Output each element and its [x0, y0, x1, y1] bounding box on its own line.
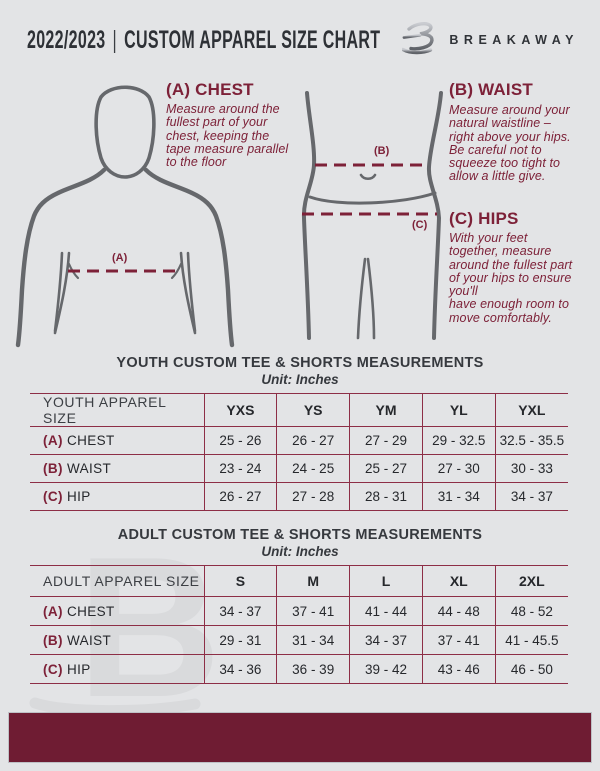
row-label-chest: (A) CHEST — [30, 596, 204, 626]
youth-size-col: YL — [421, 393, 496, 427]
cell: 48 - 52 — [494, 596, 568, 626]
title-divider: | — [112, 26, 118, 54]
page-title: 2022/2023 | CUSTOM APPAREL SIZE CHART — [27, 26, 380, 55]
cell: 31 - 34 — [421, 482, 496, 511]
brand-name: BREAKAWAY — [449, 32, 579, 47]
youth-size-col: YXL — [494, 393, 568, 427]
brand-logo: BREAKAWAY — [402, 20, 579, 56]
cell: 41 - 44 — [349, 596, 423, 626]
adult-size-table: ADULT APPAREL SIZE S M L XL 2XL (A) CHEST… — [30, 565, 568, 684]
cell: 25 - 26 — [203, 426, 277, 455]
row-label-waist: (B) WAIST — [30, 454, 204, 483]
chest-instructions: Measure around the fullest part of your … — [166, 102, 289, 169]
row-name: CHEST — [66, 433, 115, 448]
cell: 24 - 25 — [276, 454, 350, 483]
table-row: (B) WAIST 23 - 24 24 - 25 25 - 27 27 - 30… — [30, 454, 568, 483]
row-prefix: (A) — [43, 433, 63, 448]
row-name: HIP — [66, 661, 91, 677]
row-prefix: (C) — [43, 489, 63, 504]
cell: 43 - 46 — [421, 654, 496, 684]
season-year: 2022/2023 — [27, 26, 106, 54]
cell: 23 - 24 — [203, 454, 277, 483]
cell: 34 - 36 — [203, 654, 277, 684]
row-label-chest: (A) CHEST — [30, 426, 204, 455]
row-label-waist: (B) WAIST — [30, 625, 204, 655]
cell: 29 - 32.5 — [421, 426, 496, 455]
cell: 29 - 31 — [203, 625, 277, 655]
hips-marker-label: (C) — [412, 219, 428, 231]
table-row: (C) HIP 26 - 27 27 - 28 28 - 31 31 - 34 3… — [30, 482, 568, 511]
row-name: WAIST — [66, 461, 112, 476]
row-name: WAIST — [66, 632, 112, 648]
footer-bar — [8, 712, 592, 763]
hips-heading: (C) HIPS — [449, 209, 519, 228]
row-prefix: (B) — [43, 461, 63, 476]
cell: 44 - 48 — [421, 596, 496, 626]
cell: 28 - 31 — [349, 482, 423, 511]
adult-size-col: XL — [421, 565, 496, 597]
youth-section-unit: Unit: Inches — [261, 372, 339, 387]
row-prefix: (A) — [43, 603, 63, 619]
cell: 39 - 42 — [349, 654, 423, 684]
cell: 34 - 37 — [349, 625, 423, 655]
cell: 37 - 41 — [276, 596, 350, 626]
adult-size-col: S — [203, 565, 277, 597]
cell: 31 - 34 — [276, 625, 350, 655]
row-name: CHEST — [66, 603, 115, 619]
page-title-text: CUSTOM APPAREL SIZE CHART — [124, 26, 381, 54]
chest-heading: (A) CHEST — [166, 80, 254, 99]
waist-heading: (B) WAIST — [449, 80, 533, 99]
adult-size-col: 2XL — [494, 565, 568, 597]
adult-size-col: M — [276, 565, 350, 597]
cell: 41 - 45.5 — [494, 625, 568, 655]
cell: 30 - 33 — [494, 454, 568, 483]
youth-size-table: YOUTH APPAREL SIZE YXS YS YM YL YXL (A) C… — [30, 393, 568, 511]
table-row: (C) HIP 34 - 36 36 - 39 39 - 42 43 - 46 4… — [30, 654, 568, 684]
row-name: HIP — [66, 489, 91, 504]
adult-section-unit: Unit: Inches — [261, 544, 339, 559]
hips-instructions: With your feet together, measure around … — [449, 231, 573, 325]
lower-body-figure — [301, 91, 443, 340]
adult-size-col: L — [349, 565, 423, 597]
cell: 32.5 - 35.5 — [494, 426, 568, 455]
cell: 26 - 27 — [203, 482, 277, 511]
row-prefix: (C) — [43, 661, 63, 677]
row-label-hip: (C) HIP — [30, 654, 204, 684]
chest-marker-label: (A) — [112, 252, 128, 264]
cell: 34 - 37 — [494, 482, 568, 511]
adult-section-title: ADULT CUSTOM TEE & SHORTS MEASUREMENTS — [117, 527, 483, 543]
breakaway-logo-icon — [402, 22, 435, 55]
youth-size-col: YM — [349, 393, 423, 427]
youth-size-col: YS — [276, 393, 350, 427]
cell: 37 - 41 — [421, 625, 496, 655]
cell: 27 - 29 — [349, 426, 423, 455]
table-row: (A) CHEST 34 - 37 37 - 41 41 - 44 44 - 48… — [30, 596, 568, 626]
youth-corner-label: YOUTH APPAREL SIZE — [30, 393, 204, 427]
adult-corner-label: ADULT APPAREL SIZE — [30, 565, 204, 597]
cell: 27 - 30 — [421, 454, 496, 483]
upper-body-figure — [15, 85, 235, 348]
row-prefix: (B) — [43, 632, 63, 648]
youth-section-title: YOUTH CUSTOM TEE & SHORTS MEASUREMENTS — [116, 355, 484, 371]
cell: 27 - 28 — [276, 482, 350, 511]
cell: 26 - 27 — [276, 426, 350, 455]
adult-header-row: ADULT APPAREL SIZE S M L XL 2XL — [30, 565, 568, 597]
youth-size-col: YXS — [203, 393, 277, 427]
cell: 34 - 37 — [203, 596, 277, 626]
table-row: (B) WAIST 29 - 31 31 - 34 34 - 37 37 - 41… — [30, 625, 568, 655]
row-label-hip: (C) HIP — [30, 482, 204, 511]
waist-marker-label: (B) — [374, 145, 390, 157]
cell: 46 - 50 — [494, 654, 568, 684]
cell: 36 - 39 — [276, 654, 350, 684]
table-row: (A) CHEST 25 - 26 26 - 27 27 - 29 29 - 32… — [30, 426, 568, 455]
waist-instructions: Measure around your natural waistline – … — [449, 103, 571, 184]
cell: 25 - 27 — [349, 454, 423, 483]
youth-header-row: YOUTH APPAREL SIZE YXS YS YM YL YXL — [30, 393, 568, 427]
